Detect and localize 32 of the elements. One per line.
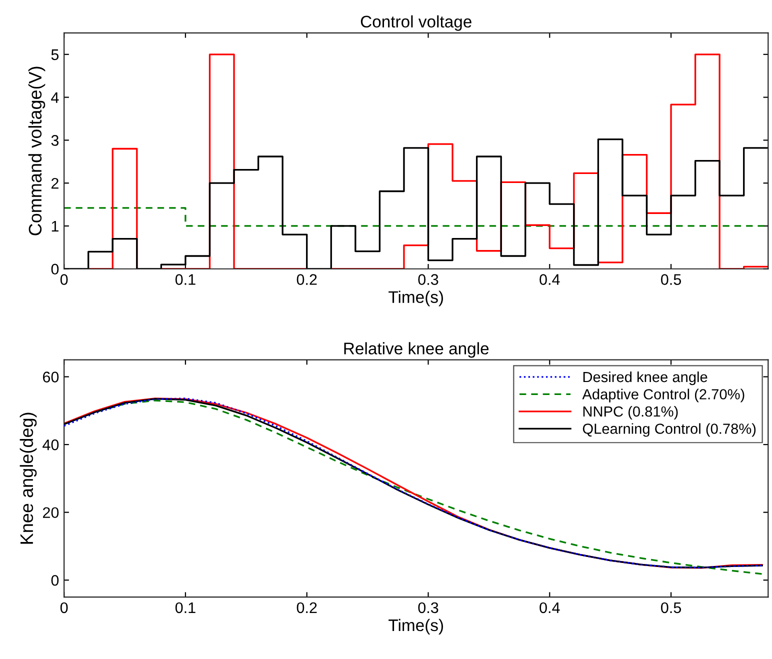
y-tick-label: 20 [42, 507, 59, 518]
legend-label: Adaptive Control (2.70%) [582, 388, 744, 402]
x-tick-label: 0.1 [175, 274, 196, 285]
legend-label: NNPC (0.81%) [583, 406, 678, 420]
x-tick-label: 0.4 [540, 602, 560, 614]
y-axis-title: Knee angle(deg) [20, 412, 37, 544]
y-tick-label: 40 [42, 439, 59, 450]
x-tick-label: 0.2 [296, 602, 317, 614]
x-tick-label: 0.5 [661, 274, 682, 285]
y-tick-label: 60 [43, 372, 59, 382]
y-tick-label: 0 [51, 574, 59, 586]
legend-label: QLearning Control (0.78%) [582, 423, 756, 437]
x-tick-label: 0.5 [661, 602, 682, 614]
y-tick-label: 3 [51, 135, 59, 146]
x-tick-label: 0.4 [540, 274, 560, 285]
chart-title: Control voltage [360, 15, 472, 31]
y-axis-title: Command voltage(V) [28, 66, 46, 236]
x-tick-label: 0 [60, 274, 68, 285]
x-tick-label: 0.3 [418, 274, 438, 285]
y-tick-label: 5 [51, 49, 59, 60]
chart-title: Relative knee angle [344, 342, 489, 358]
legend-label: Desired knee angle [583, 371, 708, 386]
x-axis-title: Time(s) [388, 290, 443, 306]
y-tick-label: 1 [52, 221, 58, 232]
y-tick-label: 0 [51, 264, 59, 275]
y-tick-label: 4 [51, 92, 59, 103]
x-axis-title: Time(s) [388, 618, 443, 634]
x-tick-label: 0.2 [296, 274, 317, 285]
x-tick-label: 0.1 [175, 602, 196, 614]
y-tick-label: 2 [51, 178, 58, 189]
x-tick-label: 0 [60, 602, 68, 614]
x-tick-label: 0.3 [418, 602, 438, 614]
